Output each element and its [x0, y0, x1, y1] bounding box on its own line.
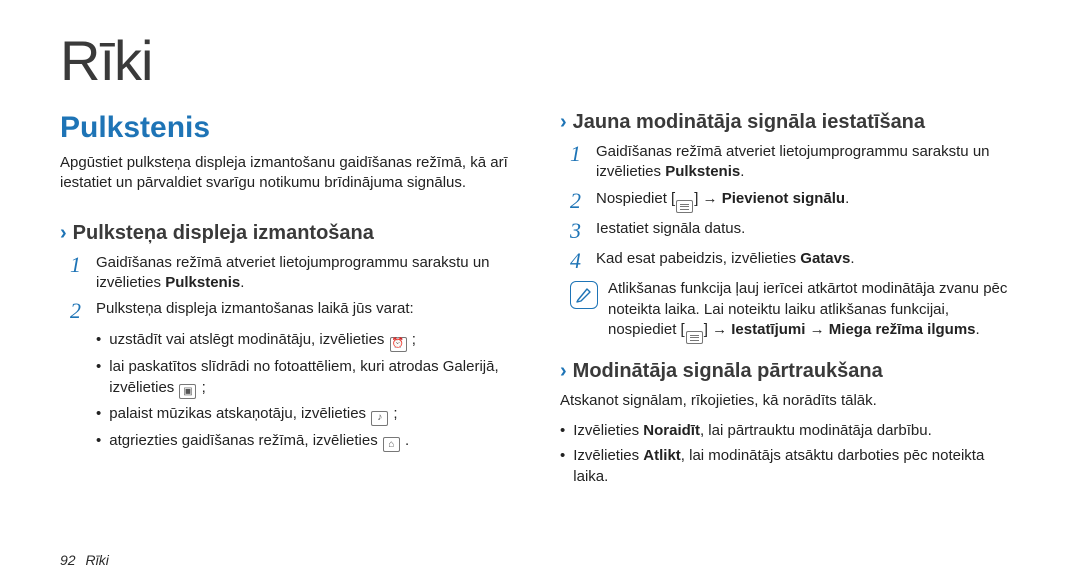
plain-text: Atskanot signālam, rīkojieties, kā norād…: [560, 391, 1020, 411]
step-1: 1 Gaidīšanas režīmā atveriet lietojumpro…: [60, 253, 520, 294]
note-box: Atlikšanas funkcija ļauj ierīcei atkārto…: [570, 279, 1020, 344]
chevron-icon: ›: [60, 222, 67, 245]
two-column-layout: Pulkstenis Apgūstiet pulksteņa displeja …: [60, 111, 1020, 491]
menu-icon: [686, 331, 703, 344]
page-footer: 92 Rīki: [60, 552, 109, 568]
step-number: 1: [570, 142, 596, 166]
bullet-item: atgriezties gaidīšanas režīmā, izvēlieti…: [96, 430, 520, 453]
step-text: Pulksteņa displeja izmantošanas laikā jū…: [96, 299, 520, 319]
step-text: Iestatiet signāla datus.: [596, 219, 1020, 239]
step-r3: 3 Iestatiet signāla datus.: [560, 219, 1020, 243]
step-number: 1: [70, 253, 96, 277]
intro-text: Apgūstiet pulksteņa displeja izmantošanu…: [60, 153, 520, 194]
page-number: 92: [60, 552, 76, 568]
step-number: 2: [70, 299, 96, 323]
step-text: Kad esat pabeidzis, izvēlieties Gatavs.: [596, 249, 1020, 269]
bullet-item: palaist mūzikas atskaņotāju, izvēlieties…: [96, 403, 520, 426]
sub-title-3: Modinātāja signāla pārtraukšana: [573, 360, 883, 383]
left-column: Pulkstenis Apgūstiet pulksteņa displeja …: [60, 111, 520, 491]
section-title-pulkstenis: Pulkstenis: [60, 111, 520, 145]
step-number: 3: [570, 219, 596, 243]
music-icon: ♪: [371, 411, 388, 426]
chevron-icon: ›: [560, 111, 567, 134]
step-number: 4: [570, 249, 596, 273]
gallery-icon: ▣: [179, 384, 196, 399]
bullet-item: Izvēlieties Noraidīt, lai pārtrauktu mod…: [560, 420, 1020, 441]
bullet-item: uzstādīt vai atslēgt modinātāju, izvēlie…: [96, 329, 520, 352]
page-title: Rīki: [60, 28, 1020, 93]
alarm-icon: ⏰: [390, 337, 407, 352]
step-r2: 2 Nospiediet [] → Pievienot signālu.: [560, 189, 1020, 214]
home-icon: ⌂: [383, 437, 400, 452]
chevron-icon: ›: [560, 360, 567, 383]
right-column: › Jauna modinātāja signāla iestatīšana 1…: [560, 111, 1020, 491]
bullet-item: lai paskatītos slīdrādi no fotoattēliem,…: [96, 356, 520, 400]
subsection-heading-2: › Jauna modinātāja signāla iestatīšana: [560, 111, 1020, 134]
step-number: 2: [570, 189, 596, 213]
step-text: Nospiediet [] → Pievienot signālu.: [596, 189, 1020, 214]
step-r1: 1 Gaidīšanas režīmā atveriet lietojumpro…: [560, 142, 1020, 183]
menu-icon: [676, 200, 693, 213]
note-icon: [570, 281, 598, 309]
bullet-list: uzstādīt vai atslēgt modinātāju, izvēlie…: [60, 329, 520, 452]
sub-title-1: Pulksteņa displeja izmantošana: [73, 222, 374, 245]
step-text: Gaidīšanas režīmā atveriet lietojumprogr…: [596, 142, 1020, 183]
subsection-heading-1: › Pulksteņa displeja izmantošana: [60, 222, 520, 245]
step-text: Gaidīšanas režīmā atveriet lietojumprogr…: [96, 253, 520, 294]
step-2: 2 Pulksteņa displeja izmantošanas laikā …: [60, 299, 520, 323]
step-r4: 4 Kad esat pabeidzis, izvēlieties Gatavs…: [560, 249, 1020, 273]
subsection-heading-3: › Modinātāja signāla pārtraukšana: [560, 360, 1020, 383]
footer-title: Rīki: [85, 552, 108, 568]
bullet-item: Izvēlieties Atlikt, lai modinātājs atsāk…: [560, 445, 1020, 487]
note-text: Atlikšanas funkcija ļauj ierīcei atkārto…: [608, 279, 1020, 344]
sub-title-2: Jauna modinātāja signāla iestatīšana: [573, 111, 925, 134]
